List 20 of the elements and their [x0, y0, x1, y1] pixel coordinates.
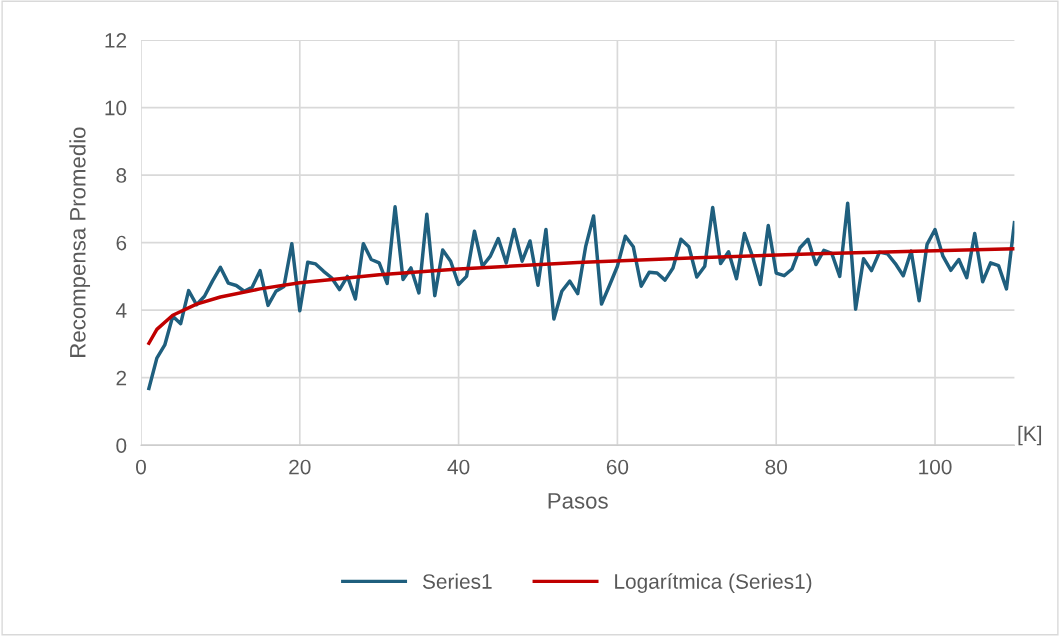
y-tick-label: 4	[115, 303, 127, 318]
x-tick-label: 0	[136, 459, 146, 475]
y-axis-title: Recompensa Promedio	[69, 127, 91, 357]
x-tick-label: 80	[765, 459, 787, 475]
y-tick-label: 12	[105, 33, 127, 48]
x-tick-label: 20	[289, 459, 311, 475]
x-tick-label: 100	[919, 459, 952, 475]
y-tick-label: 6	[116, 235, 127, 251]
y-tick-label: 10	[105, 100, 127, 116]
x-axis-title: Pasos	[548, 493, 608, 509]
line-series	[147, 246, 1015, 345]
legend-label: Logarítmica (Series1)	[615, 573, 812, 593]
x-tick-label: 40	[447, 459, 470, 475]
x-tick-label: 60	[606, 459, 629, 475]
line-series	[147, 201, 1015, 391]
text: [K]	[1018, 425, 1042, 446]
y-tick-label: 8	[116, 168, 127, 183]
y-tick-label: 2	[116, 370, 127, 386]
y-tick-label: 0	[116, 438, 127, 453]
legend-label: Series1	[422, 573, 492, 589]
